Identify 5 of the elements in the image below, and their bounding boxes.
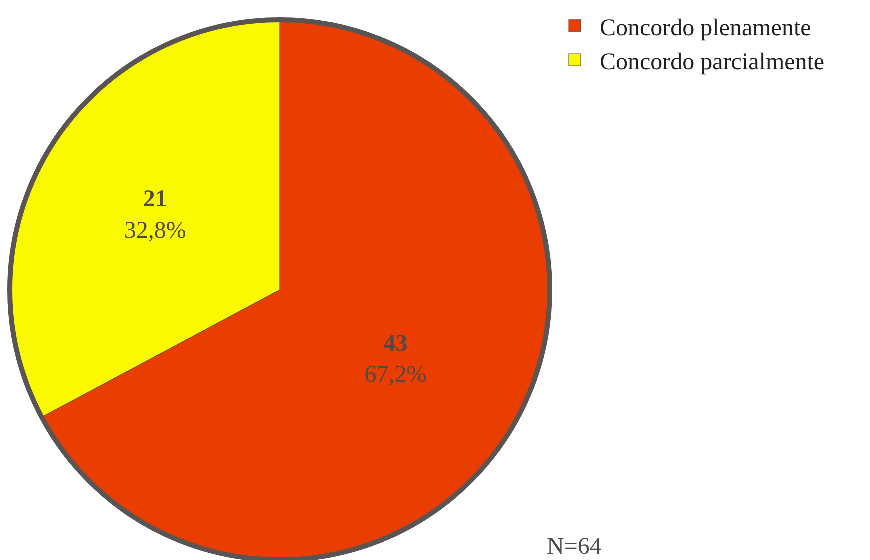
data-label: 43 67,2% [364, 330, 427, 388]
text: N=64 [547, 534, 602, 560]
data-label: 21 32,8% [124, 186, 186, 244]
legend-label: Concordo plenamente [600, 15, 812, 42]
legend-label: Concordo parcialmente [600, 49, 825, 76]
